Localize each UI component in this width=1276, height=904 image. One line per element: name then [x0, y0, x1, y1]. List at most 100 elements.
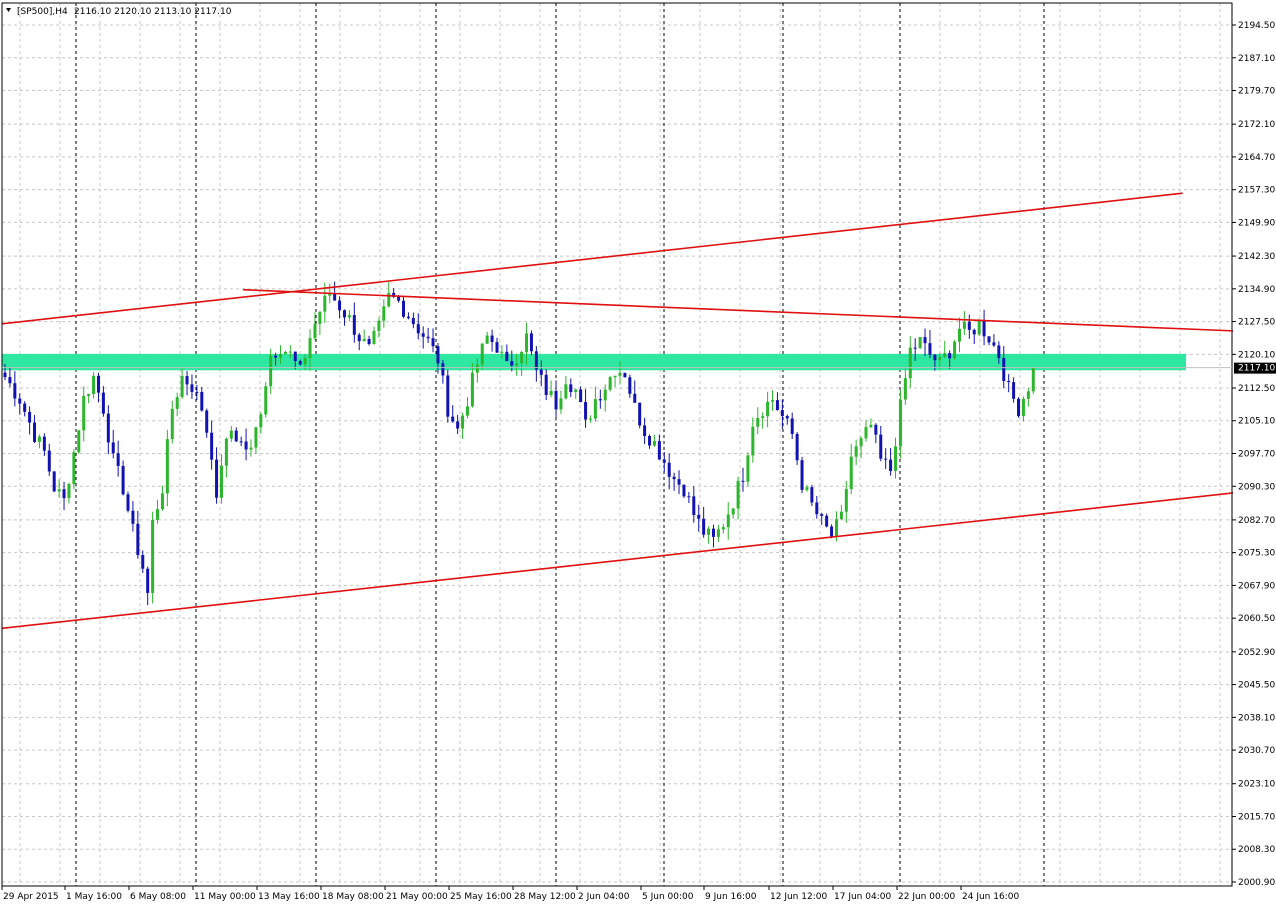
candle-body — [869, 424, 873, 428]
candle-body — [515, 363, 519, 366]
trendline[interactable] — [1, 492, 1234, 630]
y-tick-label: 2134.90 — [1238, 285, 1275, 295]
candle-body — [215, 459, 219, 498]
candle-body — [293, 351, 297, 362]
candle-body — [8, 377, 12, 384]
candle-body — [274, 355, 278, 358]
candle-body — [180, 376, 184, 398]
candle-body — [943, 353, 947, 357]
price-axis[interactable]: 2194.50 2187.10 2179.70 2172.10 2164.70 2157.… — [1232, 21, 1275, 888]
candle-body — [234, 430, 238, 442]
candle-body — [323, 295, 327, 312]
candle-body — [406, 316, 410, 319]
candle-body — [28, 411, 32, 423]
candle-body — [967, 321, 971, 330]
candle-body — [229, 430, 233, 439]
candle-body — [825, 515, 829, 527]
candle-body — [977, 320, 981, 335]
candle-body — [707, 528, 711, 535]
y-tick-label: 2142.30 — [1238, 252, 1275, 262]
candle-body — [894, 446, 898, 471]
candle-body — [362, 338, 366, 342]
candle-body — [37, 436, 41, 442]
candle-body — [771, 400, 775, 402]
candle-body — [411, 318, 415, 325]
candle-body — [525, 333, 529, 353]
candle-body — [441, 363, 445, 376]
candle-body — [47, 450, 51, 472]
candle-body — [3, 372, 7, 378]
symbol-label: [SP500],H4 — [17, 7, 68, 17]
candle-body — [677, 479, 681, 485]
y-tick-label: 2015.70 — [1238, 812, 1275, 822]
ohlc-values: 2116.10 2120.10 2113.10 2117.10 — [74, 7, 232, 17]
candle-body — [780, 410, 784, 417]
candle-body — [948, 353, 952, 359]
candle-body — [101, 392, 105, 414]
y-tick-label: 2149.90 — [1238, 218, 1275, 228]
candle-body — [962, 321, 966, 329]
x-tick-label: 9 Jun 16:00 — [705, 892, 757, 902]
candle-body — [328, 293, 332, 296]
x-tick-label: 13 May 16:00 — [258, 892, 320, 902]
candle-body — [185, 376, 189, 385]
candle-body — [131, 510, 135, 524]
candle-body — [57, 489, 61, 492]
candle-body — [569, 384, 573, 393]
candle-body — [1031, 367, 1035, 392]
candle-body — [200, 392, 204, 411]
candle-body — [667, 462, 671, 477]
candle-body — [539, 369, 543, 375]
candle-body — [623, 372, 627, 378]
candle-body — [82, 396, 86, 431]
candle-body — [741, 480, 745, 482]
candle-body — [510, 361, 514, 366]
candle-body — [249, 447, 253, 450]
candle-body — [564, 384, 568, 399]
support-zone — [2, 353, 1186, 371]
y-tick-label: 2023.10 — [1238, 780, 1275, 790]
trendline[interactable] — [242, 288, 1234, 332]
trendlines[interactable] — [1, 192, 1234, 630]
candle-body — [702, 518, 706, 535]
candle-body — [638, 402, 642, 426]
candle-body — [1026, 391, 1030, 399]
candle-body — [244, 441, 248, 450]
dropdown-triangle-icon[interactable] — [6, 8, 11, 12]
y-tick-label: 2179.70 — [1238, 87, 1275, 97]
candle-body — [416, 324, 420, 334]
candle-body — [982, 320, 986, 337]
candle-body — [643, 425, 647, 436]
candle-body — [436, 346, 440, 364]
y-tick-label: 2038.10 — [1238, 713, 1275, 723]
candle-body — [456, 421, 460, 429]
y-tick-label: 2194.50 — [1238, 21, 1275, 31]
y-tick-label: 2090.30 — [1238, 482, 1275, 492]
candle-body — [549, 390, 553, 395]
candle-body — [928, 343, 932, 355]
candle-body — [333, 293, 337, 301]
candle-body — [657, 441, 661, 460]
candle-body — [697, 515, 701, 519]
candle-body — [889, 459, 893, 471]
candle-body — [92, 375, 96, 395]
trendline[interactable] — [1, 192, 1183, 325]
candle-body — [957, 328, 961, 342]
candle-body — [716, 529, 720, 537]
candle-body — [834, 519, 838, 538]
time-axis[interactable]: 29 Apr 2015 1 May 16:00 6 May 08:00 11 May … — [1, 886, 1019, 902]
candle-body — [298, 361, 302, 365]
candle-body — [195, 391, 199, 393]
current-price-tag: 2117.10 — [2, 362, 1276, 374]
candle-body — [746, 455, 750, 482]
candle-body — [338, 300, 342, 311]
candle-body — [431, 338, 435, 347]
candle-body — [239, 441, 243, 443]
x-tick-label: 18 May 08:00 — [322, 892, 384, 902]
y-tick-label: 2052.90 — [1238, 648, 1275, 658]
candle-body — [652, 441, 656, 446]
candle-body — [913, 347, 917, 349]
candle-body — [997, 345, 1001, 359]
